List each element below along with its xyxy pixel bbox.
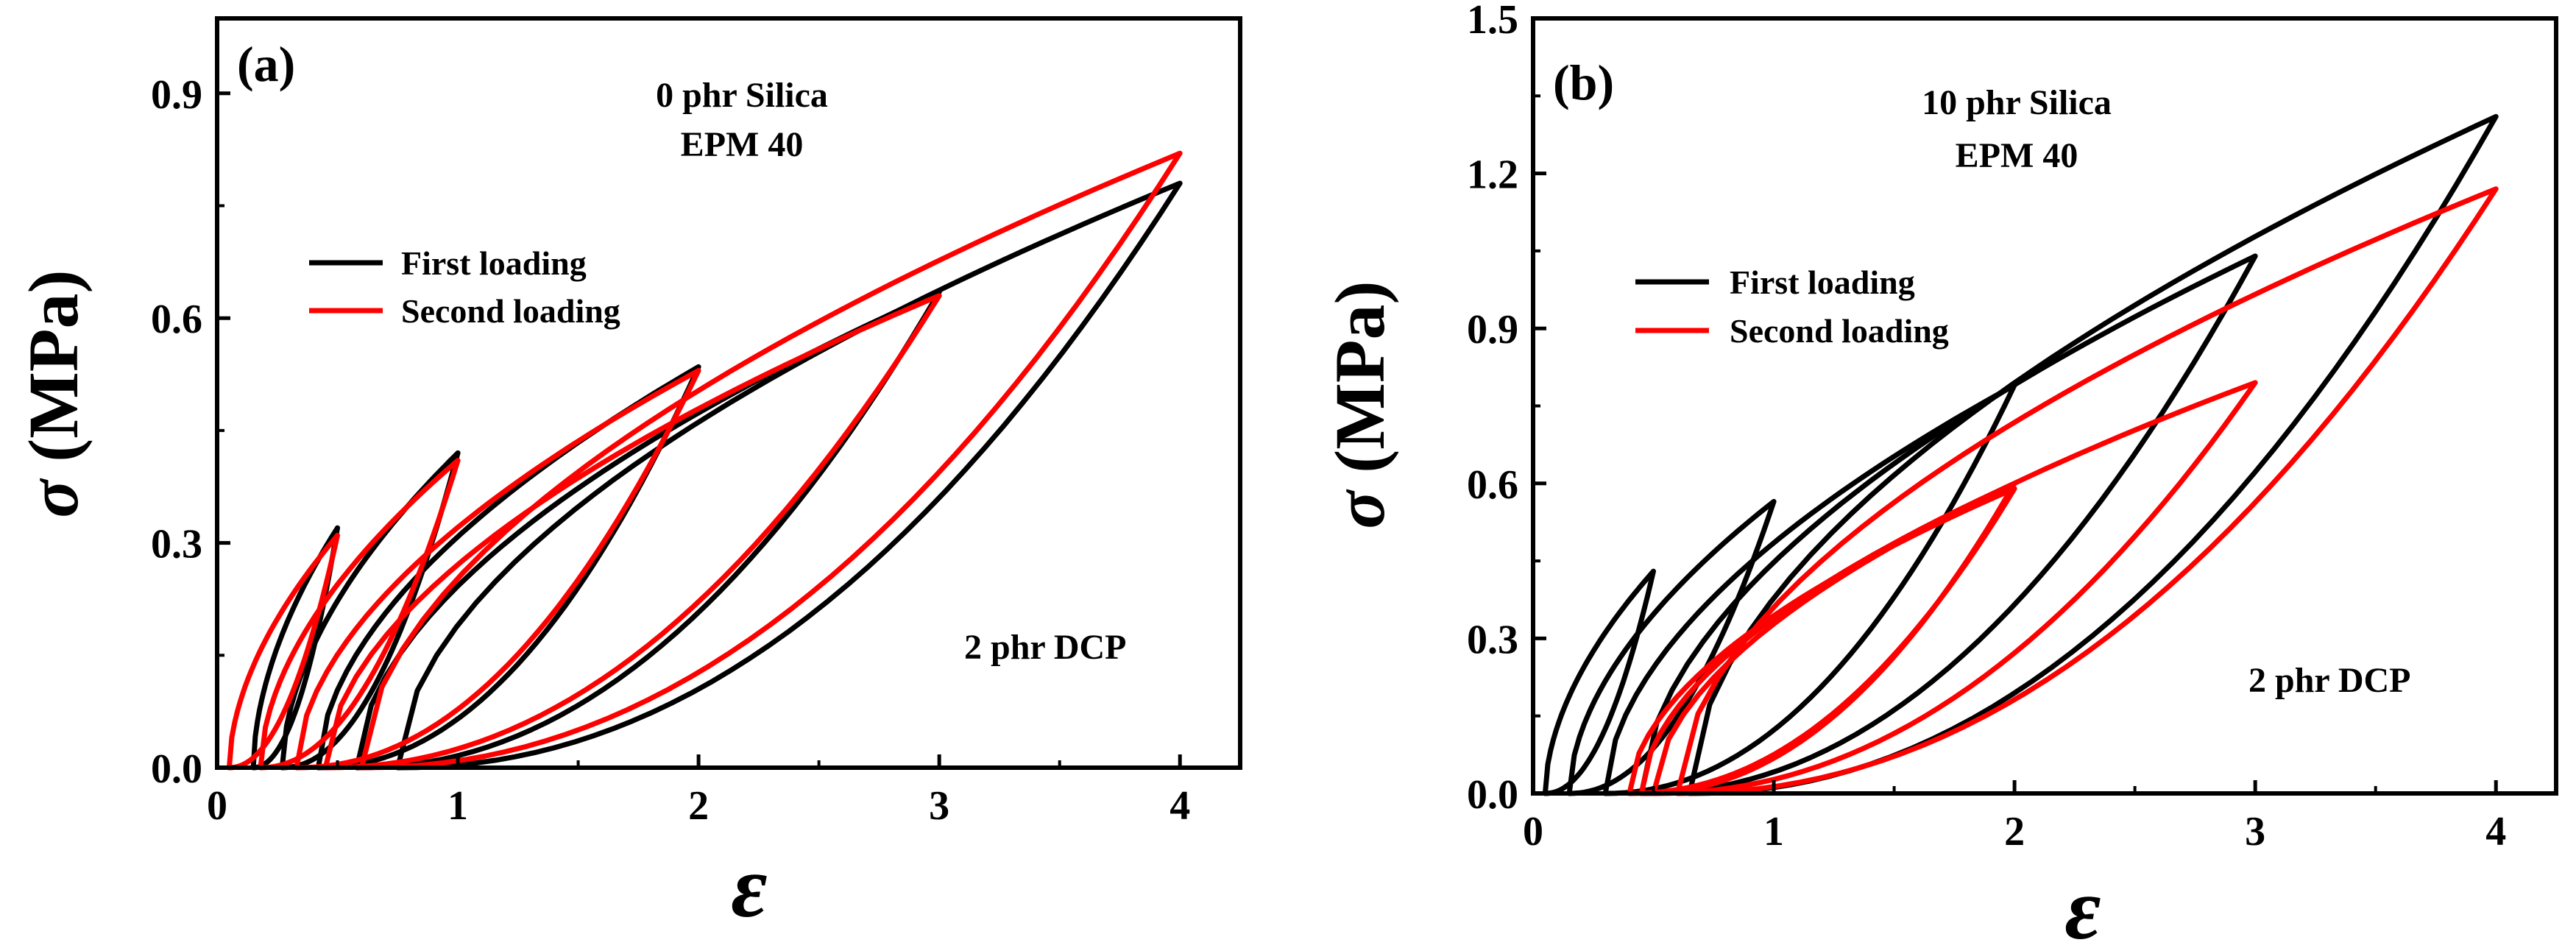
first-loading-loop-b [1542, 568, 1656, 796]
panel-label-b: (b) [1553, 54, 1614, 110]
first-loading-loop-a [250, 525, 340, 771]
panel-a: 0 1 2 3 4 0.0 0.3 0.6 0.9 (a) 0 phr Silica EPM 4… [14, 16, 1242, 935]
x-axis-label-a: ε [731, 838, 767, 935]
x-tick-label-a: 1 [447, 783, 468, 829]
x-tick-label-b: 4 [2485, 809, 2506, 855]
y-tick-label-a: 0.6 [151, 297, 202, 342]
legend-label-second-b: Second loading [1730, 312, 1949, 350]
first-loading-loop-b [1687, 113, 2499, 796]
x-tick-label-b: 1 [1763, 809, 1784, 855]
first-loading-loop-b [1638, 253, 2258, 796]
second-loading-loop-b [1651, 380, 2258, 796]
y-tick-label-a: 0.0 [151, 746, 202, 792]
y-axis-label-a: σ (MPa) [14, 270, 93, 518]
plot-frame-a [215, 16, 1242, 770]
first-loading-loop-a [279, 450, 461, 771]
legend-label-first-a: First loading [401, 244, 587, 282]
annotation-filler-b: 10 phr Silica [1922, 83, 2112, 122]
x-tick-label-b: 3 [2245, 809, 2265, 855]
annotation-curing-b: 2 phr DCP [2248, 661, 2410, 700]
legend-a: First loading Second loading [309, 244, 620, 330]
curves-b [1542, 113, 2499, 796]
y-axis-symbol-b: σ [1320, 489, 1399, 528]
y-tick-label-b: 1.2 [1467, 152, 1518, 198]
legend-label-first-b: First loading [1730, 263, 1915, 301]
x-axis-label-b: ε [2064, 860, 2101, 948]
y-tick-label-a: 0.3 [151, 522, 202, 567]
legend-b: First loading Second loading [1635, 263, 1949, 350]
legend-label-second-a: Second loading [401, 292, 620, 330]
y-tick-label-b: 0.3 [1467, 617, 1518, 662]
first-loading-loop-a [354, 289, 942, 771]
panel-b: 0 1 2 3 4 0.0 0.3 0.6 0.9 1.2 1.5 (b) 10 phr Silic… [1320, 0, 2558, 948]
plot-frame-b [1531, 16, 2558, 796]
y-axis-symbol-a: σ [14, 478, 93, 517]
y-tick-label-a: 0.9 [151, 72, 202, 118]
x-tick-label-a: 3 [929, 783, 949, 829]
x-tick-label-a: 4 [1170, 783, 1190, 829]
x-tick-label-a: 0 [207, 783, 227, 829]
annotation-filler-a: 0 phr Silica [656, 76, 828, 115]
x-tick-label-a: 2 [688, 783, 709, 829]
y-tick-label-b: 0.6 [1467, 462, 1518, 508]
y-tick-label-b: 0.9 [1467, 307, 1518, 353]
y-axis-unit-b: (MPa) [1320, 281, 1399, 491]
second-loading-loop-a [358, 150, 1183, 771]
x-tick-label-b: 2 [2004, 809, 2025, 855]
second-loading-loop-a [294, 368, 701, 771]
x-tick-label-b: 0 [1523, 809, 1543, 855]
y-tick-label-b: 0.0 [1467, 772, 1518, 818]
annotation-curing-a: 2 phr DCP [964, 628, 1126, 667]
second-loading-loop-a [258, 458, 461, 771]
panel-label-a: (a) [237, 36, 295, 92]
annotation-polymer-a: EPM 40 [681, 125, 804, 164]
curves-a [226, 150, 1183, 771]
first-loading-loop-a [315, 364, 701, 771]
y-axis-label-b: σ (MPa) [1320, 281, 1399, 529]
y-tick-label-b: 1.5 [1467, 0, 1518, 43]
second-loading-loop-b [1674, 186, 2499, 796]
ticks-a: 0 1 2 3 4 0.0 0.3 0.6 0.9 [151, 72, 1190, 829]
y-axis-unit-a: (MPa) [14, 270, 93, 480]
annotation-polymer-b: EPM 40 [1956, 136, 2078, 175]
